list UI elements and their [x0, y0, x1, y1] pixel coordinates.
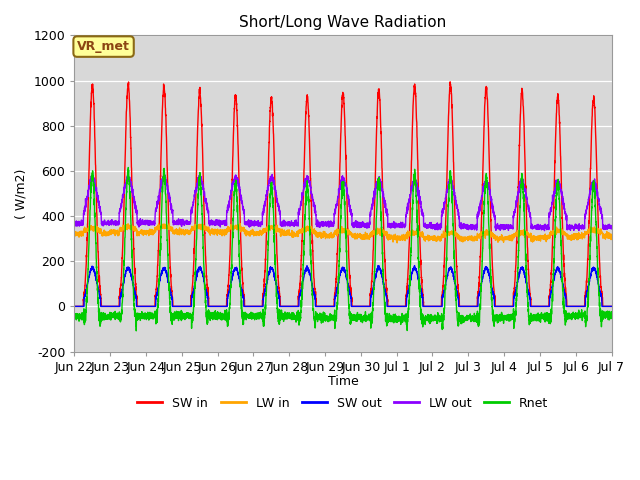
- LW in: [494, 236, 502, 241]
- SW in: [433, 303, 441, 309]
- LW out: [607, 223, 615, 228]
- Text: VR_met: VR_met: [77, 40, 130, 53]
- Legend: SW in, LW in, SW out, LW out, Rnet: SW in, LW in, SW out, LW out, Rnet: [132, 392, 554, 415]
- SW in: [446, 79, 454, 84]
- Rnet: [607, 315, 615, 321]
- LW out: [70, 221, 78, 227]
- LW in: [607, 234, 615, 240]
- SW in: [607, 303, 614, 309]
- Rnet: [434, 312, 442, 318]
- LW out: [494, 225, 502, 230]
- Rnet: [124, 165, 132, 170]
- SW out: [607, 303, 614, 309]
- SW out: [463, 303, 471, 309]
- LW in: [167, 226, 175, 231]
- LW in: [463, 235, 471, 241]
- SW in: [607, 303, 615, 309]
- Line: SW out: SW out: [74, 265, 611, 306]
- LW in: [607, 232, 615, 238]
- SW out: [70, 303, 78, 309]
- LW out: [167, 202, 175, 208]
- LW in: [394, 240, 401, 246]
- Rnet: [167, 310, 175, 315]
- SW out: [323, 303, 331, 309]
- LW in: [70, 230, 78, 236]
- Line: SW in: SW in: [74, 82, 611, 306]
- SW in: [70, 303, 78, 309]
- LW in: [236, 221, 244, 227]
- Rnet: [494, 316, 502, 322]
- LW in: [434, 234, 442, 240]
- Y-axis label: ( W/m2): ( W/m2): [15, 168, 28, 218]
- SW out: [434, 303, 442, 309]
- Line: LW in: LW in: [74, 224, 611, 243]
- LW out: [434, 223, 442, 228]
- LW out: [463, 224, 471, 230]
- LW in: [323, 233, 331, 239]
- SW out: [607, 303, 615, 309]
- LW out: [268, 171, 276, 177]
- Rnet: [132, 328, 140, 334]
- Line: Rnet: Rnet: [74, 168, 611, 331]
- LW out: [541, 228, 548, 234]
- SW out: [374, 263, 382, 268]
- Line: LW out: LW out: [74, 174, 611, 231]
- Rnet: [463, 317, 471, 323]
- SW in: [167, 277, 175, 283]
- SW out: [494, 303, 502, 309]
- Rnet: [607, 313, 615, 319]
- X-axis label: Time: Time: [328, 375, 358, 388]
- Rnet: [323, 317, 331, 323]
- SW in: [494, 303, 502, 309]
- SW in: [463, 303, 471, 309]
- Title: Short/Long Wave Radiation: Short/Long Wave Radiation: [239, 15, 447, 30]
- SW out: [167, 293, 175, 299]
- SW in: [323, 303, 331, 309]
- Rnet: [70, 313, 78, 319]
- LW out: [607, 223, 615, 228]
- LW out: [323, 220, 331, 226]
